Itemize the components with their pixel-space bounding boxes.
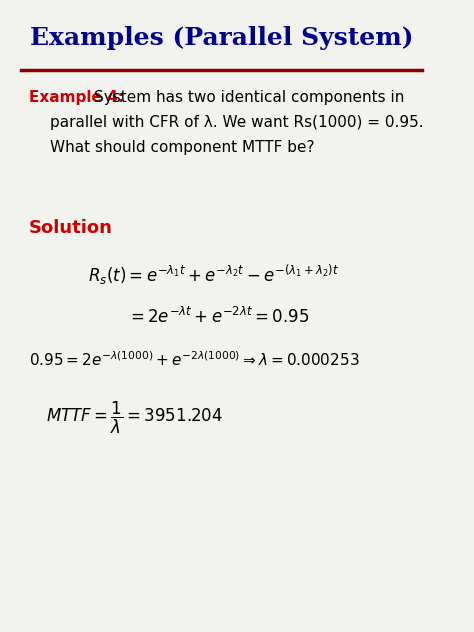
Text: Example 4:: Example 4: (29, 90, 124, 106)
Text: Examples (Parallel System): Examples (Parallel System) (29, 26, 413, 50)
Text: $0.95 = 2e^{-\lambda(1000)} + e^{-2\lambda(1000)} \Rightarrow \lambda = 0.000253: $0.95 = 2e^{-\lambda(1000)} + e^{-2\lamb… (29, 350, 360, 369)
Text: What should component MTTF be?: What should component MTTF be? (50, 140, 314, 155)
Text: $R_s(t) = e^{-\lambda_1 t} + e^{-\lambda_2 t} - e^{-(\lambda_1+\lambda_2)t}$: $R_s(t) = e^{-\lambda_1 t} + e^{-\lambda… (88, 263, 339, 287)
Text: $MTTF = \dfrac{1}{\lambda} = 3951.204$: $MTTF = \dfrac{1}{\lambda} = 3951.204$ (46, 400, 223, 437)
Text: parallel with CFR of λ. We want Rs(1000) = 0.95.: parallel with CFR of λ. We want Rs(1000)… (50, 115, 423, 130)
Text: $= 2e^{-\lambda t} + e^{-2\lambda t} = 0.95$: $= 2e^{-\lambda t} + e^{-2\lambda t} = 0… (127, 307, 310, 327)
Text: System has two identical components in: System has two identical components in (94, 90, 404, 106)
Text: Solution: Solution (29, 219, 113, 238)
